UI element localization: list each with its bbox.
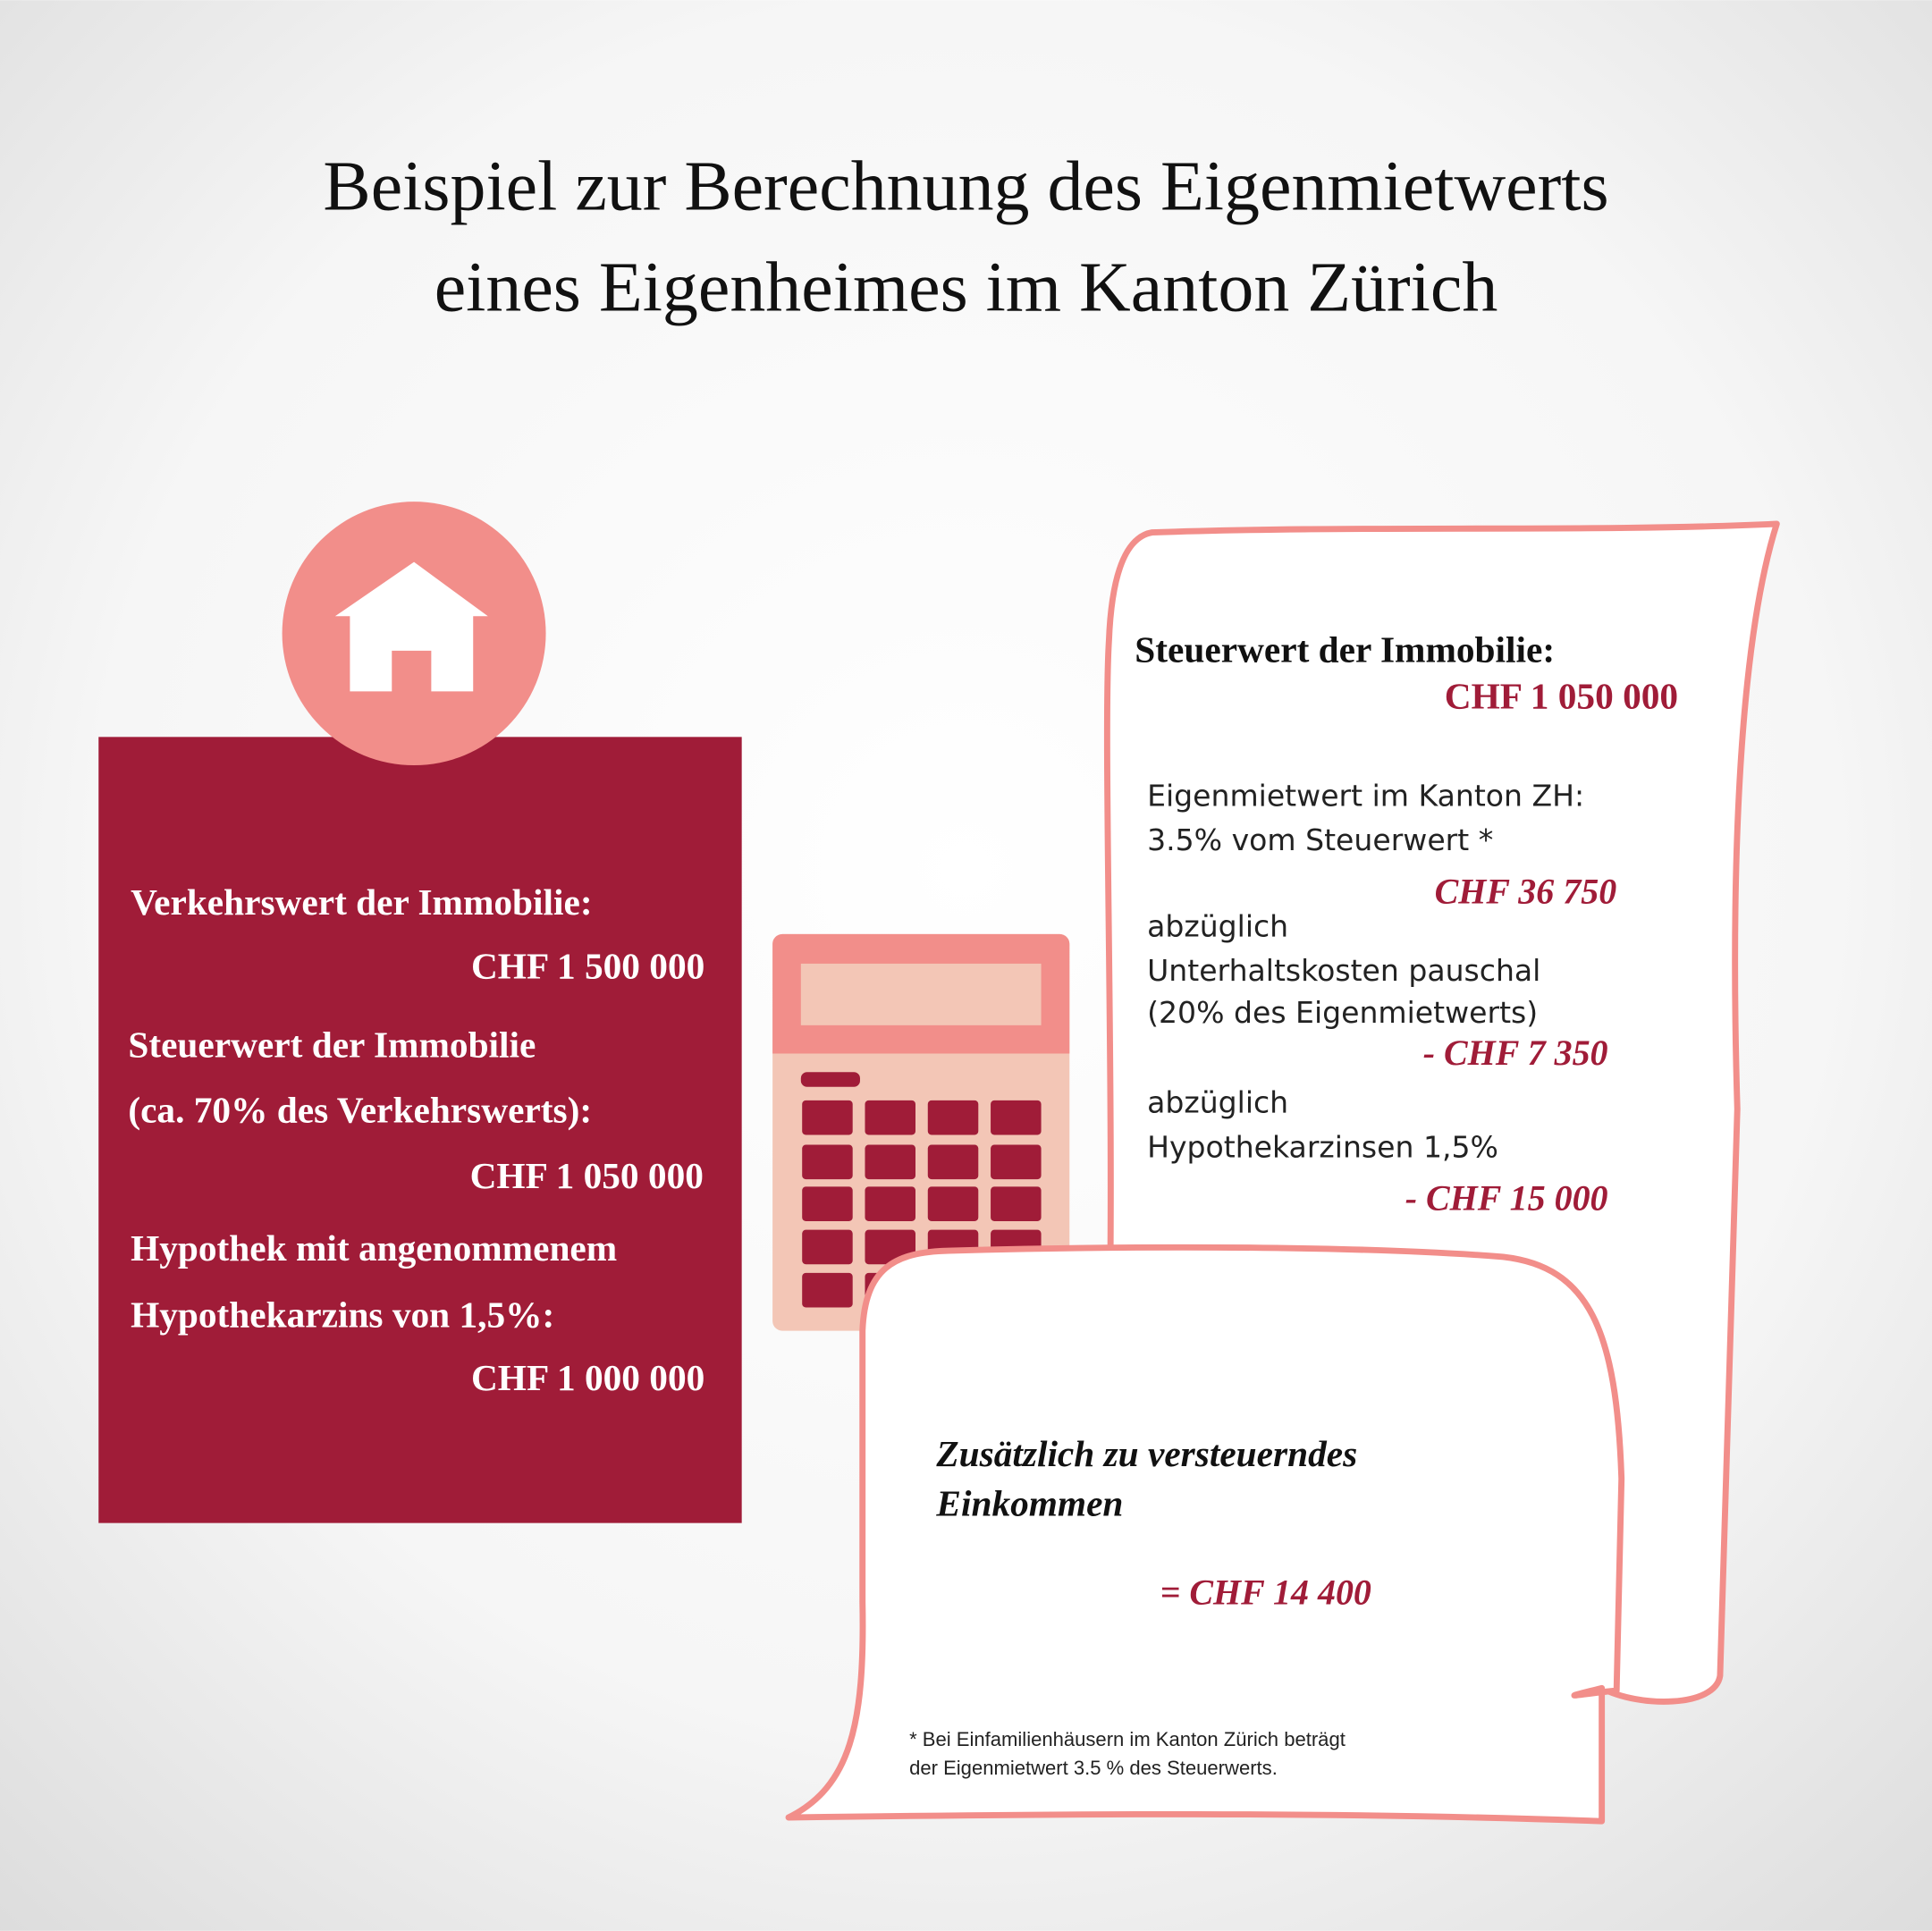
result-value: = CHF 14 400 — [1160, 1573, 1371, 1613]
calculator-key — [927, 1100, 979, 1135]
calculator-key — [802, 1272, 853, 1308]
calculator-key — [802, 1186, 853, 1221]
step-line: Hypothekarzinsen 1,5% — [1147, 1129, 1498, 1164]
calculator-key — [802, 1144, 853, 1180]
step-line: (20% des Eigenmietwerts) — [1147, 995, 1538, 1030]
step-value: - CHF 7 350 — [1423, 1033, 1608, 1073]
title-line: Beispiel zur Berechnung des Eigenmietwer… — [323, 147, 1608, 225]
calculator-key — [927, 1144, 979, 1180]
calculator-key — [991, 1144, 1042, 1180]
box-label: Hypothek mit angenommenem — [131, 1227, 617, 1269]
step-line: Unterhaltskosten pauschal — [1147, 953, 1540, 988]
calculator-key — [800, 1072, 860, 1087]
box-label: Hypothekarzins von 1,5%: — [131, 1294, 554, 1335]
box-label: (ca. 70% des Verkehrswerts): — [128, 1090, 592, 1132]
calculator-key — [865, 1100, 915, 1135]
footnote: der Eigenmietwert 3.5 % des Steuerwerts. — [909, 1757, 1278, 1779]
box-value: CHF 1 050 000 — [470, 1155, 704, 1196]
calculator-key — [802, 1100, 853, 1135]
receipt-front — [785, 1244, 1625, 1825]
step-value: CHF 36 750 — [1435, 871, 1617, 911]
box-value: CHF 1 500 000 — [471, 945, 704, 986]
calculator — [772, 933, 1070, 1331]
calculator-key — [865, 1144, 915, 1180]
step-line: abzüglich — [1147, 909, 1288, 944]
step-line: Eigenmietwert im Kanton ZH: — [1147, 779, 1584, 814]
calculator-display — [800, 963, 1042, 1025]
step-value: - CHF 15 000 — [1405, 1178, 1608, 1218]
calculator-key — [865, 1186, 915, 1221]
calculator-key — [991, 1100, 1042, 1135]
title-line: eines Eigenheimes im Kanton Zürich — [434, 248, 1498, 326]
property-box — [98, 737, 742, 1523]
calculator-key — [927, 1186, 979, 1221]
footnote: * Bei Einfamilienhäusern im Kanton Züric… — [909, 1728, 1346, 1750]
box-label: Steuerwert der Immobilie — [128, 1025, 536, 1066]
step-line: 3.5% vom Steuerwert * — [1147, 822, 1493, 857]
box-label: Verkehrswert der Immobilie: — [131, 881, 593, 923]
result-label: Zusätzlich zu versteuerndes — [935, 1433, 1357, 1474]
receipt-heading-value: CHF 1 050 000 — [1445, 676, 1678, 717]
calculator-key — [802, 1229, 853, 1265]
house-icon — [334, 561, 488, 692]
receipt-heading: Steuerwert der Immobilie: — [1135, 628, 1555, 670]
result-label: Einkommen — [935, 1482, 1123, 1523]
calculator-key — [991, 1186, 1042, 1221]
box-value: CHF 1 000 000 — [471, 1357, 704, 1398]
step-line: abzüglich — [1147, 1085, 1288, 1120]
